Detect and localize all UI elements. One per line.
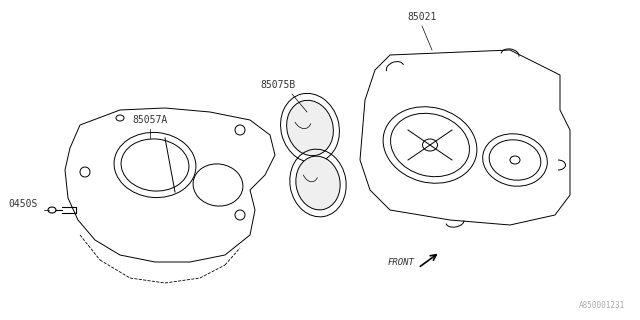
Text: FRONT: FRONT xyxy=(388,258,415,267)
Text: 85057A: 85057A xyxy=(132,115,168,125)
Polygon shape xyxy=(65,108,275,262)
Polygon shape xyxy=(360,50,570,225)
Text: 85075B: 85075B xyxy=(260,80,296,90)
Text: 85021: 85021 xyxy=(407,12,436,22)
Text: 0450S: 0450S xyxy=(8,199,37,209)
Text: A850001231: A850001231 xyxy=(579,301,625,310)
Ellipse shape xyxy=(296,156,340,210)
Ellipse shape xyxy=(287,100,333,156)
